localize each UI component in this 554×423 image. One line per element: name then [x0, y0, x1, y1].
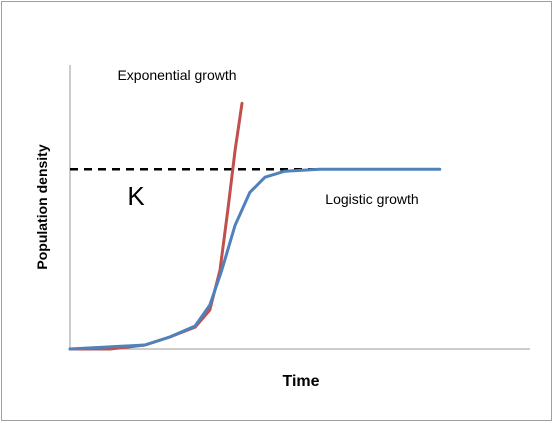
reference-label: K [127, 181, 145, 211]
line-series [68, 167, 442, 351]
y-axis-label: Population density [34, 144, 50, 269]
x-axis-label: Time [282, 373, 319, 390]
series-label: Logistic growth [325, 191, 418, 207]
series-label: Exponential growth [117, 67, 236, 83]
